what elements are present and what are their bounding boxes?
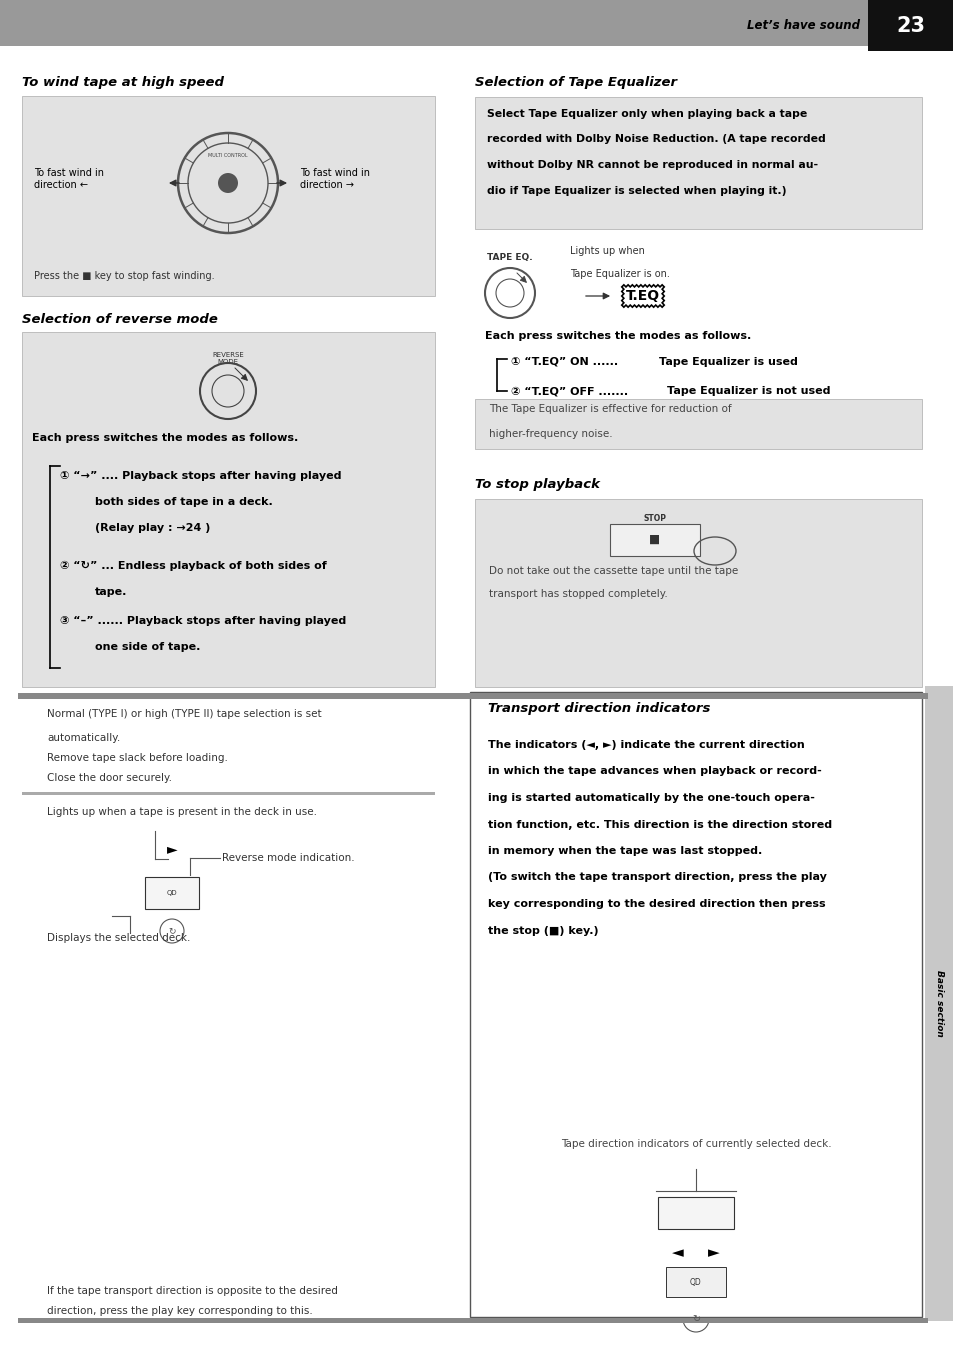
Text: ■: ■ bbox=[649, 532, 659, 546]
Text: Select Tape Equalizer only when playing back a tape: Select Tape Equalizer only when playing … bbox=[486, 109, 806, 119]
Bar bbox=[609, 524, 700, 557]
Text: the stop (■) key.): the stop (■) key.) bbox=[488, 925, 598, 935]
Text: Tape Equalizer is not used: Tape Equalizer is not used bbox=[666, 386, 830, 396]
Bar bbox=[145, 877, 199, 909]
Text: (To switch the tape transport direction, press the play: (To switch the tape transport direction,… bbox=[488, 873, 826, 882]
Text: ing is started automatically by the one-touch opera-: ing is started automatically by the one-… bbox=[488, 793, 814, 802]
Text: both sides of tape in a deck.: both sides of tape in a deck. bbox=[95, 497, 273, 507]
Bar bbox=[0, 0, 953, 46]
Bar bbox=[475, 97, 921, 230]
Text: Do not take out the cassette tape until the tape: Do not take out the cassette tape until … bbox=[489, 566, 738, 576]
Text: Selection of Tape Equalizer: Selection of Tape Equalizer bbox=[475, 76, 677, 89]
Text: MULTI CONTROL: MULTI CONTROL bbox=[208, 153, 248, 158]
Text: If the tape transport direction is opposite to the desired: If the tape transport direction is oppos… bbox=[47, 1286, 337, 1296]
Text: Selection of reverse mode: Selection of reverse mode bbox=[22, 313, 217, 326]
Text: dio if Tape Equalizer is selected when playing it.): dio if Tape Equalizer is selected when p… bbox=[486, 185, 785, 196]
Bar bbox=[22, 332, 435, 688]
Text: Lights up when: Lights up when bbox=[569, 246, 644, 255]
Text: The indicators (◄, ►) indicate the current direction: The indicators (◄, ►) indicate the curre… bbox=[488, 740, 804, 750]
Text: ↻: ↻ bbox=[168, 927, 175, 935]
Text: Lights up when a tape is present in the deck in use.: Lights up when a tape is present in the … bbox=[47, 807, 316, 817]
Text: key corresponding to the desired direction then press: key corresponding to the desired directi… bbox=[488, 898, 824, 909]
Text: tion function, etc. This direction is the direction stored: tion function, etc. This direction is th… bbox=[488, 820, 831, 830]
Text: Remove tape slack before loading.: Remove tape slack before loading. bbox=[47, 753, 228, 763]
Text: REVERSE
MODE: REVERSE MODE bbox=[212, 353, 244, 365]
Text: transport has stopped completely.: transport has stopped completely. bbox=[489, 589, 667, 598]
Text: Press the ■ key to stop fast winding.: Press the ■ key to stop fast winding. bbox=[34, 272, 214, 281]
Text: direction, press the play key corresponding to this.: direction, press the play key correspond… bbox=[47, 1306, 313, 1316]
Bar bbox=[18, 1319, 927, 1323]
Bar bbox=[665, 1267, 725, 1297]
Text: Basic section: Basic section bbox=[934, 970, 943, 1036]
Text: in which the tape advances when playback or record-: in which the tape advances when playback… bbox=[488, 766, 821, 777]
Text: To fast wind in
direction ←: To fast wind in direction ← bbox=[34, 169, 104, 189]
Text: Close the door securely.: Close the door securely. bbox=[47, 773, 172, 784]
Bar bbox=[22, 96, 435, 296]
Text: ② “T.EQ” OFF .......: ② “T.EQ” OFF ....... bbox=[511, 386, 627, 396]
Text: Reverse mode indication.: Reverse mode indication. bbox=[222, 852, 355, 863]
Text: without Dolby NR cannot be reproduced in normal au-: without Dolby NR cannot be reproduced in… bbox=[486, 159, 818, 170]
Text: tape.: tape. bbox=[95, 586, 128, 597]
Text: ③ “–” ...... Playback stops after having played: ③ “–” ...... Playback stops after having… bbox=[60, 616, 346, 626]
Text: ① “→” .... Playback stops after having played: ① “→” .... Playback stops after having p… bbox=[60, 471, 341, 481]
Text: TAPE EQ.: TAPE EQ. bbox=[487, 253, 533, 262]
Bar bbox=[475, 399, 921, 449]
Text: Tape direction indicators of currently selected deck.: Tape direction indicators of currently s… bbox=[560, 1139, 830, 1148]
Text: Each press switches the modes as follows.: Each press switches the modes as follows… bbox=[32, 434, 298, 443]
Text: ◄: ◄ bbox=[672, 1246, 683, 1260]
Text: ►: ► bbox=[167, 842, 177, 857]
Text: ↻: ↻ bbox=[691, 1315, 700, 1324]
Bar bbox=[470, 692, 921, 1317]
Text: automatically.: automatically. bbox=[47, 734, 120, 743]
Text: one side of tape.: one side of tape. bbox=[95, 642, 200, 653]
Text: QD: QD bbox=[167, 890, 177, 896]
Text: Normal (TYPE I) or high (TYPE II) tape selection is set: Normal (TYPE I) or high (TYPE II) tape s… bbox=[47, 709, 321, 719]
Circle shape bbox=[218, 173, 237, 193]
Text: in memory when the tape was last stopped.: in memory when the tape was last stopped… bbox=[488, 846, 761, 857]
Text: 23: 23 bbox=[896, 15, 924, 35]
Text: higher-frequency noise.: higher-frequency noise. bbox=[489, 430, 612, 439]
Text: QD: QD bbox=[689, 1278, 701, 1286]
Bar bbox=[658, 1197, 733, 1229]
Text: Each press switches the modes as follows.: Each press switches the modes as follows… bbox=[484, 331, 750, 340]
Text: ►: ► bbox=[707, 1246, 720, 1260]
Text: ② “↻” ... Endless playback of both sides of: ② “↻” ... Endless playback of both sides… bbox=[60, 561, 327, 571]
Text: recorded with Dolby Noise Reduction. (A tape recorded: recorded with Dolby Noise Reduction. (A … bbox=[486, 135, 825, 145]
Text: T.EQ: T.EQ bbox=[625, 289, 659, 303]
Text: STOP: STOP bbox=[643, 513, 666, 523]
Text: The Tape Equalizer is effective for reduction of: The Tape Equalizer is effective for redu… bbox=[489, 404, 731, 413]
Text: To stop playback: To stop playback bbox=[475, 478, 599, 490]
Bar bbox=[475, 499, 921, 688]
Text: ① “T.EQ” ON ......: ① “T.EQ” ON ...... bbox=[511, 357, 618, 367]
Text: Displays the selected deck.: Displays the selected deck. bbox=[47, 934, 191, 943]
Text: To fast wind in
direction →: To fast wind in direction → bbox=[299, 169, 370, 189]
Text: Transport direction indicators: Transport direction indicators bbox=[488, 703, 710, 715]
Text: Tape Equalizer is on.: Tape Equalizer is on. bbox=[569, 269, 669, 280]
Text: To wind tape at high speed: To wind tape at high speed bbox=[22, 76, 224, 89]
Text: (Relay play : →24 ): (Relay play : →24 ) bbox=[95, 523, 211, 534]
Bar bbox=[924, 686, 953, 1321]
Text: Let’s have sound: Let’s have sound bbox=[746, 19, 859, 32]
Bar bbox=[22, 792, 435, 794]
Bar bbox=[18, 693, 927, 698]
Bar bbox=[867, 0, 953, 51]
Text: Tape Equalizer is used: Tape Equalizer is used bbox=[659, 357, 797, 367]
